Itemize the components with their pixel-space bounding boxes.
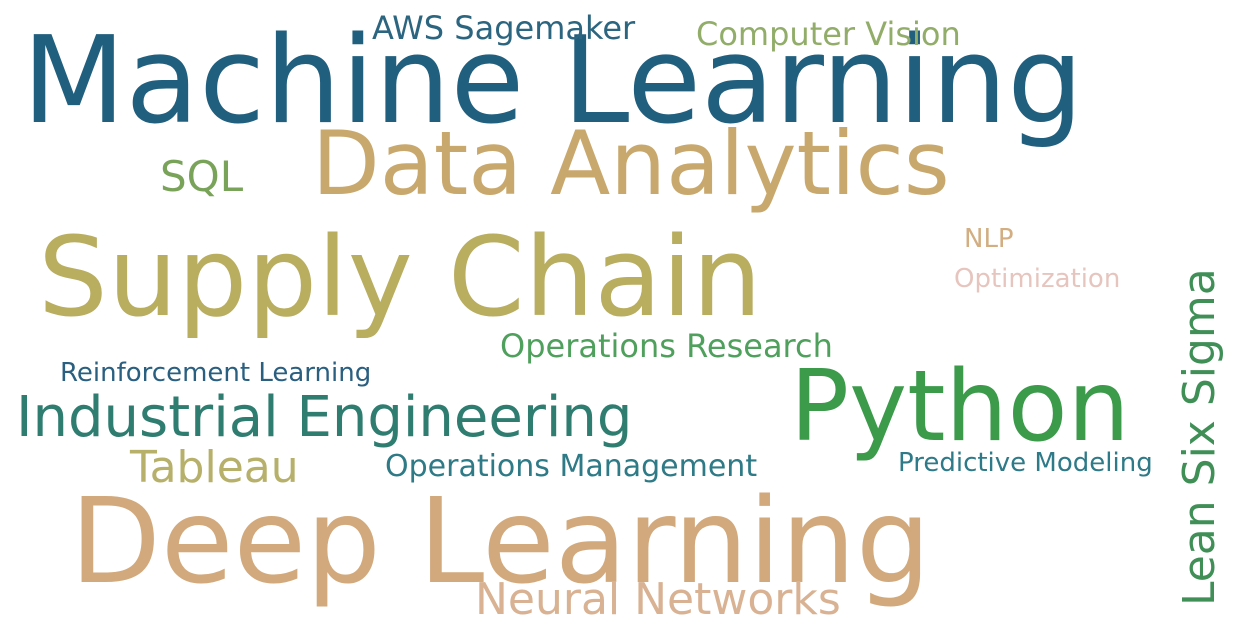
word-industrial-engineering: Industrial Engineering [16, 385, 633, 450]
word-data-analytics: Data Analytics [312, 112, 950, 215]
word-computer-vision: Computer Vision [696, 15, 961, 53]
word-lean-six-sigma: Lean Six Sigma [1174, 268, 1225, 606]
word-deep-learning: Deep Learning [70, 472, 931, 610]
word-reinforcement-learning: Reinforcement Learning [60, 358, 372, 388]
word-supply-chain: Supply Chain [38, 213, 763, 341]
word-aws-sagemaker: AWS Sagemaker [372, 9, 636, 47]
word-nlp: NLP [964, 224, 1014, 254]
word-neural-networks: Neural Networks [475, 574, 841, 625]
word-python: Python [790, 350, 1130, 464]
word-optimization: Optimization [954, 264, 1121, 294]
word-machine-learning: Machine Learning [22, 12, 1084, 151]
word-operations-research: Operations Research [500, 327, 833, 365]
word-predictive-modeling: Predictive Modeling [898, 448, 1153, 478]
word-tableau: Tableau [130, 442, 299, 493]
word-sql: SQL [160, 152, 244, 201]
word-operations-management: Operations Management [385, 449, 758, 484]
